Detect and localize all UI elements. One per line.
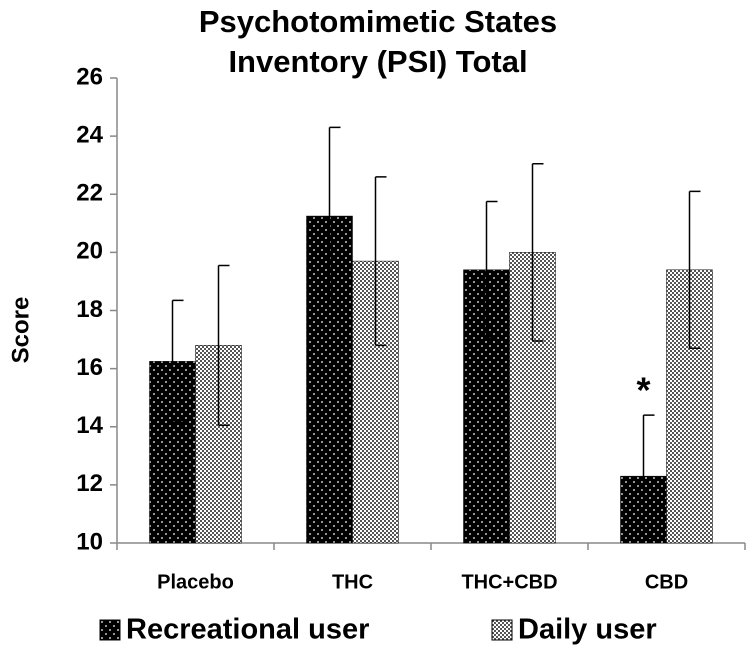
- y-tick-label: 20: [76, 238, 103, 265]
- error-bar: [642, 414, 655, 538]
- error-bar: [328, 126, 341, 306]
- error-bar: [485, 200, 498, 339]
- y-tick-label: 22: [76, 180, 103, 207]
- y-tick-label: 12: [76, 470, 103, 497]
- x-tick-label: CBD: [645, 571, 688, 593]
- legend-swatch: [99, 619, 121, 641]
- legend-label: Recreational user: [126, 614, 369, 646]
- y-axis-label: Score: [7, 297, 34, 364]
- y-tick-label: 14: [76, 412, 103, 439]
- y-tick-label: 26: [76, 63, 103, 90]
- chart-title: Psychotomimetic States: [199, 4, 557, 39]
- x-tick-label: THC: [332, 571, 373, 593]
- error-bar: [531, 162, 544, 342]
- annotation: *: [636, 370, 650, 411]
- legend-swatch: [491, 619, 513, 641]
- y-tick-label: 10: [76, 528, 103, 555]
- chart-title: Inventory (PSI) Total: [228, 44, 527, 79]
- error-bar: [688, 190, 701, 350]
- x-tick-label: Placebo: [157, 571, 234, 593]
- y-tick-label: 16: [76, 354, 103, 381]
- error-bar: [374, 176, 387, 347]
- x-tick-label: THC+CBD: [461, 571, 557, 593]
- error-bar: [171, 299, 184, 424]
- y-tick-label: 24: [76, 121, 103, 148]
- y-tick-label: 18: [76, 296, 103, 323]
- legend-label: Daily user: [518, 614, 657, 646]
- error-bar: [217, 264, 230, 427]
